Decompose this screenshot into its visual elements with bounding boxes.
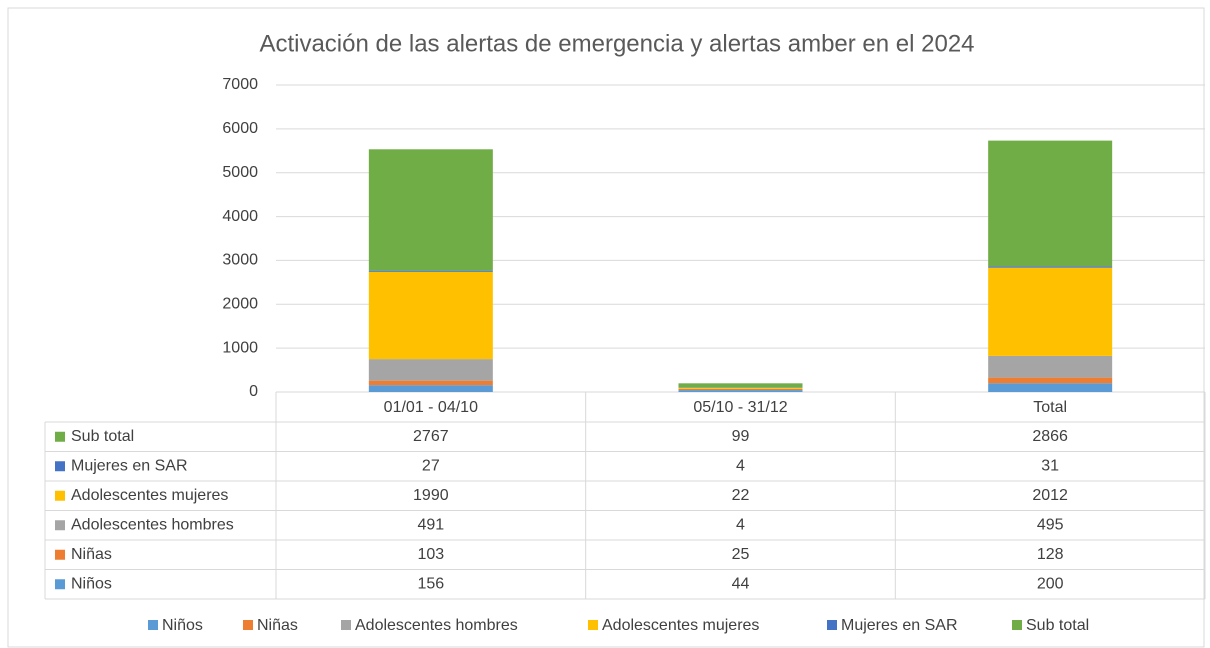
table-row-label: Sub total <box>71 428 134 445</box>
chart-title: Activación de las alertas de emergencia … <box>259 30 974 57</box>
y-tick-label: 2000 <box>222 296 258 313</box>
bar-segment <box>678 387 803 389</box>
table-legend-key <box>55 431 65 442</box>
table-legend-key <box>55 520 65 531</box>
bar-segment <box>678 383 803 388</box>
bar-segment <box>988 377 1113 384</box>
legend-key <box>588 620 598 630</box>
table-cell: 99 <box>732 428 750 445</box>
table-cell: 128 <box>1037 546 1064 563</box>
legend-label: Mujeres en SAR <box>841 617 958 634</box>
y-tick-label: 3000 <box>222 252 258 269</box>
table-cell: 495 <box>1037 516 1064 533</box>
y-tick-label: 0 <box>249 383 258 400</box>
table-cell: 25 <box>732 546 750 563</box>
bar-segment <box>988 266 1113 268</box>
table-cell: 2866 <box>1032 428 1068 445</box>
table-legend-key <box>55 490 65 501</box>
y-tick-label: 5000 <box>222 164 258 181</box>
bar-segment <box>368 359 493 381</box>
legend-key <box>1012 620 1022 630</box>
table-cell: 491 <box>417 516 444 533</box>
legend-key <box>243 620 253 630</box>
y-tick-label: 6000 <box>222 120 258 137</box>
table-cell: 156 <box>417 575 444 592</box>
table-legend-key <box>55 549 65 560</box>
table-legend-key <box>55 579 65 590</box>
table-cell: 103 <box>417 546 444 563</box>
table-row-label: Niñas <box>71 546 112 563</box>
table-cell: 4 <box>736 457 745 474</box>
table-cell: 200 <box>1037 575 1064 592</box>
legend-label: Niñas <box>257 617 298 634</box>
table-cell: 22 <box>732 487 750 504</box>
legend-key <box>341 620 351 630</box>
bar-segment <box>988 267 1113 356</box>
legend-label: Adolescentes hombres <box>355 617 518 634</box>
x-tick-label: Total <box>1033 399 1067 416</box>
bar-segment <box>988 140 1113 267</box>
y-tick-label: 4000 <box>222 208 258 225</box>
bar-segment <box>368 385 493 392</box>
table-cell: 2767 <box>413 428 449 445</box>
table-cell: 4 <box>736 516 745 533</box>
x-tick-label: 01/01 - 04/10 <box>384 399 478 416</box>
table-row-label: Mujeres en SAR <box>71 457 188 474</box>
bar-segment <box>368 271 493 360</box>
table-legend-key <box>55 461 65 472</box>
table-cell: 27 <box>422 457 440 474</box>
bar-segment <box>368 270 493 272</box>
table-cell: 31 <box>1041 457 1059 474</box>
bar-segment <box>678 390 803 392</box>
bar-segment <box>368 380 493 386</box>
legend-key <box>148 620 158 630</box>
legend-label: Sub total <box>1026 617 1089 634</box>
table-row-label: Adolescentes mujeres <box>71 487 228 504</box>
table-cell: 44 <box>732 575 750 592</box>
bar-segment <box>368 149 493 271</box>
legend-label: Niños <box>162 617 203 634</box>
bar-segment <box>678 388 803 391</box>
x-tick-label: 05/10 - 31/12 <box>693 399 787 416</box>
legend-label: Adolescentes mujeres <box>602 617 759 634</box>
table-row-label: Niños <box>71 575 112 592</box>
table-cell: 2012 <box>1032 487 1068 504</box>
bar-segment <box>988 355 1113 378</box>
table-row-label: Adolescentes hombres <box>71 516 234 533</box>
bar-segment <box>988 383 1113 392</box>
y-tick-label: 7000 <box>222 76 258 93</box>
y-tick-label: 1000 <box>222 339 258 356</box>
legend-key <box>827 620 837 630</box>
table-cell: 1990 <box>413 487 449 504</box>
